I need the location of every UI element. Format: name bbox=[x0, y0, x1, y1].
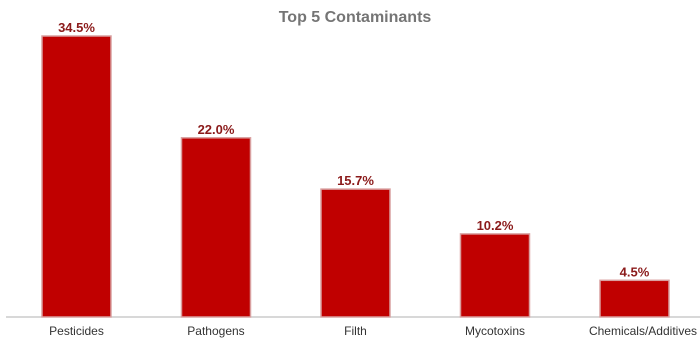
category-label: Pathogens bbox=[187, 324, 244, 338]
bars-group bbox=[41, 35, 670, 318]
bar-chemicals-additives bbox=[599, 279, 670, 318]
category-labels-group: Pesticides Pathogens Filth Mycotoxins Chemic… bbox=[49, 324, 697, 338]
bar-pesticides bbox=[41, 35, 112, 318]
bar-pathogens bbox=[180, 137, 252, 318]
chart-title: Top 5 Contaminants bbox=[279, 9, 432, 26]
value-label: 4.5% bbox=[620, 264, 650, 279]
value-label: 34.5% bbox=[58, 20, 95, 35]
value-labels-group: 34.5% 22.0% 15.7% 10.2% 4.5% bbox=[58, 20, 650, 279]
category-label: Mycotoxins bbox=[465, 324, 525, 338]
bar-mycotoxins bbox=[459, 233, 531, 318]
value-label: 22.0% bbox=[198, 122, 235, 137]
category-label: Chemicals/Additives bbox=[589, 324, 697, 338]
value-label: 15.7% bbox=[337, 173, 374, 188]
category-label: Pesticides bbox=[49, 324, 104, 338]
value-label: 10.2% bbox=[477, 218, 514, 233]
bar-filth bbox=[320, 188, 391, 318]
category-label: Filth bbox=[344, 324, 367, 338]
